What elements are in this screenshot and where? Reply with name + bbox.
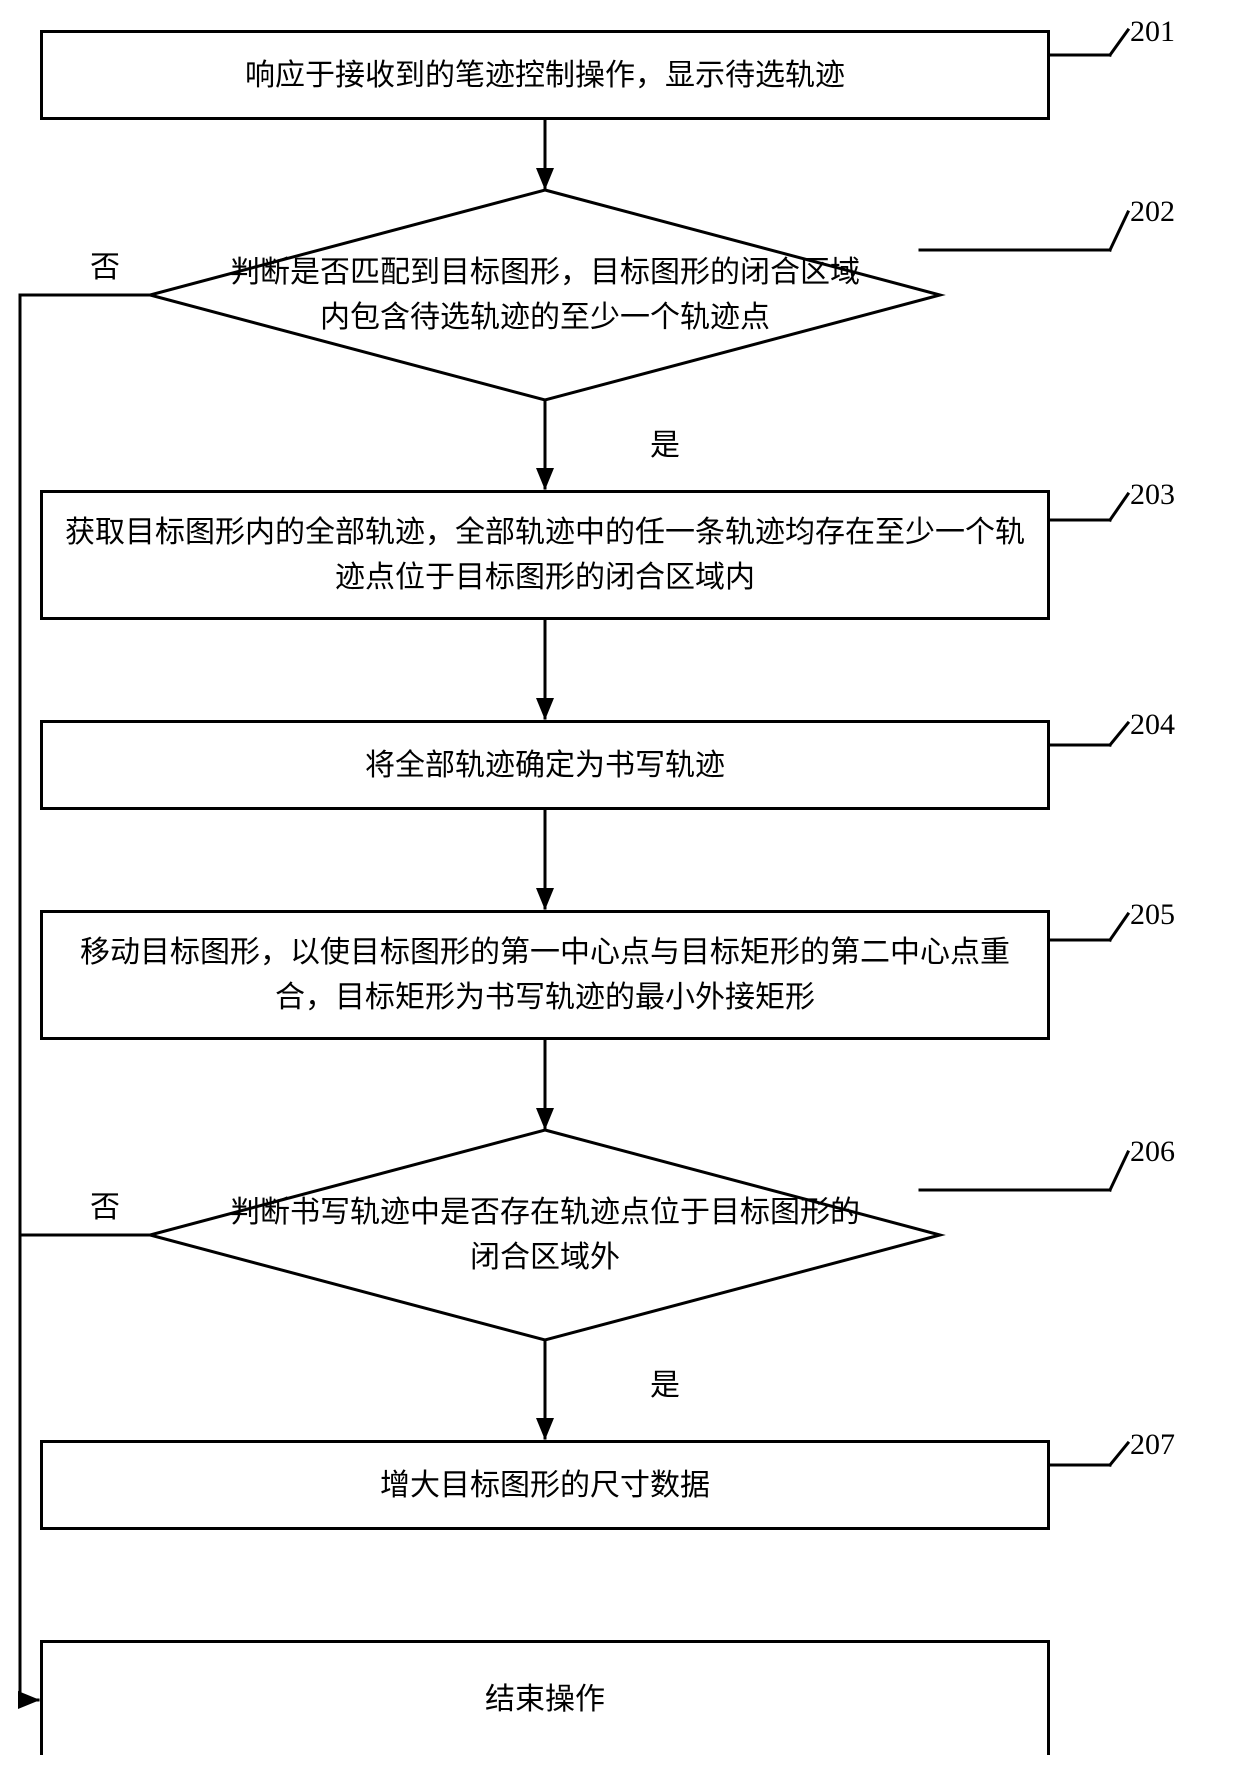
flow-process-n207: 增大目标图形的尺寸数据 xyxy=(40,1440,1050,1530)
edge-label: 否 xyxy=(90,1182,120,1226)
node-text: 响应于接收到的笔迹控制操作，显示待选轨迹 xyxy=(245,53,845,98)
ref-label-202: 202 xyxy=(1130,195,1175,229)
ref-label-206: 206 xyxy=(1130,1135,1175,1169)
ref-label-203: 203 xyxy=(1130,478,1175,512)
flowchart-canvas: 响应于接收到的笔迹控制操作，显示待选轨迹 201 判断是否匹配到目标图形，目标图形的… xyxy=(0,0,1240,1783)
ref-label-201: 201 xyxy=(1130,15,1175,49)
node-text: 获取目标图形内的全部轨迹，全部轨迹中的任一条轨迹均存在至少一个轨迹点位于目标图形… xyxy=(63,510,1027,600)
flow-process-n203: 获取目标图形内的全部轨迹，全部轨迹中的任一条轨迹均存在至少一个轨迹点位于目标图形… xyxy=(40,490,1050,620)
flow-process-nEnd: 结束操作 xyxy=(40,1640,1050,1755)
ref-label-205: 205 xyxy=(1130,898,1175,932)
node-text: 结束操作 xyxy=(485,1677,605,1722)
edge-label: 否 xyxy=(90,242,120,286)
edge-label: 是 xyxy=(650,420,680,464)
node-text: 移动目标图形，以使目标图形的第一中心点与目标矩形的第二中心点重合，目标矩形为书写… xyxy=(63,930,1027,1020)
ref-label-207: 207 xyxy=(1130,1428,1175,1462)
node-text: 将全部轨迹确定为书写轨迹 xyxy=(365,743,725,788)
ref-label-204: 204 xyxy=(1130,708,1175,742)
flow-decision-n206: 判断书写轨迹中是否存在轨迹点位于目标图形的闭合区域外 xyxy=(150,1130,940,1340)
flow-process-n201: 响应于接收到的笔迹控制操作，显示待选轨迹 xyxy=(40,30,1050,120)
flow-process-n205: 移动目标图形，以使目标图形的第一中心点与目标矩形的第二中心点重合，目标矩形为书写… xyxy=(40,910,1050,1040)
flow-process-n204: 将全部轨迹确定为书写轨迹 xyxy=(40,720,1050,810)
node-text: 判断是否匹配到目标图形，目标图形的闭合区域内包含待选轨迹的至少一个轨迹点 xyxy=(230,250,860,340)
edge-label: 是 xyxy=(650,1360,680,1404)
node-text: 判断书写轨迹中是否存在轨迹点位于目标图形的闭合区域外 xyxy=(230,1190,860,1280)
flow-decision-n202: 判断是否匹配到目标图形，目标图形的闭合区域内包含待选轨迹的至少一个轨迹点 xyxy=(150,190,940,400)
node-text: 增大目标图形的尺寸数据 xyxy=(380,1463,710,1508)
